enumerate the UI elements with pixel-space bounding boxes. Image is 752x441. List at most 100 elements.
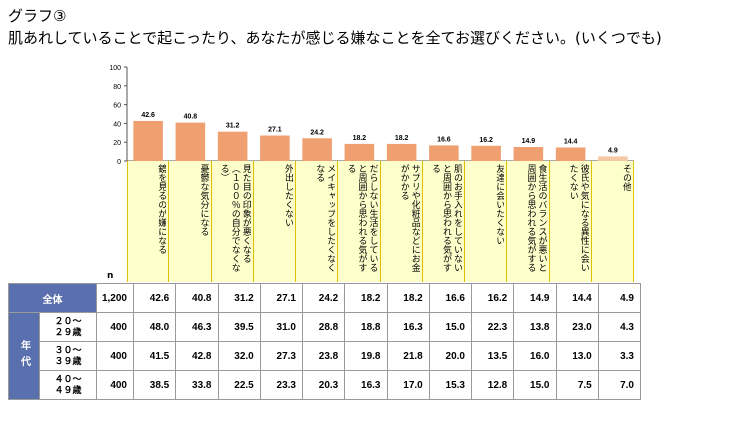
category-cell [422,161,465,282]
table-cell: 14.4 [555,283,599,313]
table-cell: 31.2 [217,283,261,313]
bar [598,156,628,161]
y-tick-label: 0 [117,159,121,166]
row-n: 1,200 [96,283,134,313]
bar [471,145,501,161]
category-label: メイキャップをしたくなくなる [314,164,336,272]
data-label: 27.1 [268,127,282,134]
category-cell [296,161,339,282]
data-label: 31.2 [226,123,240,130]
table-cell: 19.8 [344,341,388,371]
category-cell [127,161,170,282]
table-cell: 13.5 [470,341,515,371]
data-label: 24.2 [310,129,324,136]
category-cell [253,161,296,282]
y-tick-label: 80 [113,84,121,91]
table-cell: 7.5 [555,370,599,400]
table-cell: 15.0 [428,312,473,342]
data-label: 18.2 [395,135,409,142]
table-cell: 41.5 [132,341,177,371]
table-cell: 16.6 [428,283,473,313]
table-cell: 42.6 [132,283,177,313]
table-cell: 23.0 [555,312,599,342]
table-cell: 14.9 [513,283,557,313]
table-row: ３０～ ３９歳 400 41.5 42.8 32.0 27.3 23.8 19.8 21.8 20… [9,341,642,371]
bar [555,147,586,161]
table-cell: 13.8 [513,312,557,342]
category-cell [211,161,254,282]
bar [302,138,332,161]
y-tick-label: 40 [113,121,121,128]
table-cell: 22.5 [217,370,261,400]
bar [344,143,375,161]
category-label: だらしない生活をしていると周囲から思われる気がする [345,164,378,272]
row-n: 400 [96,312,134,342]
table-cell: 33.8 [175,370,219,400]
row-n: 400 [96,370,134,400]
bar [386,143,417,161]
chart-question-title: 肌あれしていることで起こったり、あなたが感じる嫌なことを全てお選びください。(い… [8,29,662,47]
category-cell [169,161,212,282]
table-cell: 7.0 [597,370,642,400]
table-row: 全体 1,200 42.6 40.8 31.2 27.1 24.2 18.2 18.2 16.6 1… [8,283,642,313]
data-label: 4.9 [608,147,618,154]
table-cell: 13.0 [555,341,599,371]
data-label: 16.6 [437,136,451,143]
bar [429,145,459,161]
table-cell: 23.8 [301,341,346,371]
table-cell: 18.8 [344,312,388,342]
table-cell: 4.9 [597,283,642,313]
category-cell [465,161,508,282]
table-cell: 31.0 [259,312,304,342]
category-cell [338,161,381,282]
table-cell: 46.3 [175,312,219,342]
category-cell [507,161,550,282]
table-cell: 16.3 [344,370,388,400]
n-column-label: n [107,271,114,281]
row-label: ２０～ ２９歳 [39,312,97,342]
table-row: 年代 ２０～ ２９歳 400 48.0 46.3 39.5 31.0 28.8 18.8 16.3… [8,312,642,400]
table-cell: 15.0 [513,370,557,400]
table-cell: 20.0 [428,341,473,371]
category-label: 見た目の印象が悪くなる（１００％の自分でなくなる） [218,164,251,272]
row-label: ３０～ ３９歳 [39,341,97,371]
y-tick-label: 20 [113,140,121,147]
table-cell: 18.2 [386,283,430,313]
table-cell: 21.8 [386,341,430,371]
table-cell: 28.8 [301,312,346,342]
data-label: 14.9 [522,138,536,145]
category-label: 食生活のバランスが悪いと周囲から思われる気がする [525,164,547,272]
table-cell: 22.3 [470,312,515,342]
table-cell: 16.2 [470,283,515,313]
bar [175,122,206,161]
table-cell: 18.2 [344,283,388,313]
table-cell: 16.0 [513,341,557,371]
y-tick-label: 100 [109,65,121,72]
data-label: 18.2 [353,135,367,142]
row-n: 400 [96,341,134,371]
category-label: その他 [621,164,631,191]
category-cell [591,161,634,282]
row-label: ４０～ ４９歳 [39,370,97,400]
chart-title-number: グラフ③ [8,7,67,25]
table-cell: 27.3 [259,341,304,371]
bar [513,146,544,161]
category-label: サプリや化粧品などにお金がかかる [398,164,420,272]
bar [260,135,290,161]
table-cell: 48.0 [132,312,177,342]
bar [217,131,248,161]
table-cell: 40.8 [175,283,219,313]
category-label: 彼氏や気になる異性に会いたくない [567,164,589,272]
category-label: 外出したくない [283,164,293,227]
bar [133,120,163,161]
table-cell: 32.0 [217,341,261,371]
table-cell: 24.2 [301,283,346,313]
table-cell: 16.3 [386,312,430,342]
table-cell: 42.8 [175,341,219,371]
data-label: 14.4 [564,138,578,145]
table-row: ４０～ ４９歳 400 38.5 33.8 22.5 23.3 20.3 16.3 17.0 15… [9,370,642,400]
data-label: 16.2 [479,137,493,144]
table-cell: 20.3 [301,370,346,400]
category-cell [380,161,423,282]
category-label: 鏡を見るのが嫌になる [156,164,167,254]
